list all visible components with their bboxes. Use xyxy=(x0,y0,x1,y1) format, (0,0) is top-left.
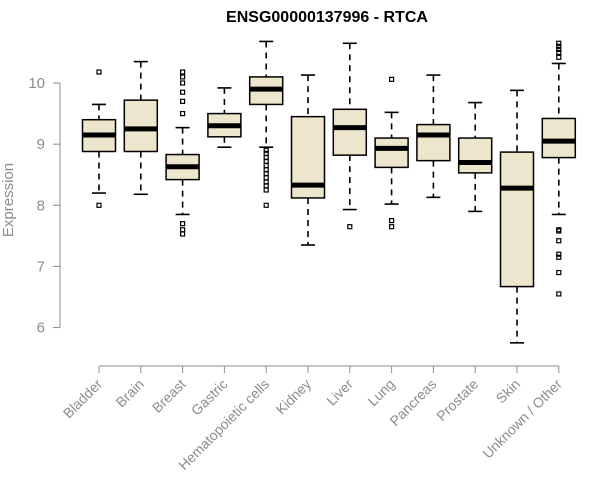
outlier-point xyxy=(556,291,562,297)
box-hematopoietic-cells xyxy=(248,40,284,208)
outlier-point xyxy=(180,110,186,117)
x-tick-label: Unknown / Other xyxy=(479,376,565,462)
box-liver xyxy=(332,42,368,230)
y-tick-label: 8 xyxy=(37,197,45,214)
outlier-point xyxy=(556,254,562,260)
iqr-box xyxy=(457,137,493,174)
box-prostate xyxy=(457,101,493,213)
outlier-point xyxy=(556,43,562,49)
chart-title: ENSG00000137996 - RTCA xyxy=(226,9,428,26)
iqr-box xyxy=(374,137,409,169)
outlier-point xyxy=(180,231,186,237)
outlier-point xyxy=(556,251,562,257)
outlier-point xyxy=(556,46,562,52)
outlier-point xyxy=(556,54,562,60)
boxes-group xyxy=(81,40,577,344)
outlier-point xyxy=(263,162,269,169)
y-tick-label: 7 xyxy=(37,258,45,275)
outlier-point xyxy=(180,69,186,75)
box-bladder xyxy=(81,69,117,208)
outlier-point xyxy=(556,40,562,46)
x-tick-label: Prostate xyxy=(433,376,481,424)
box-kidney xyxy=(290,74,326,246)
outlier-point xyxy=(347,224,353,230)
outlier-point xyxy=(180,74,186,80)
y-tick-label: 9 xyxy=(37,136,45,153)
outlier-point xyxy=(263,150,269,156)
x-tick-label: Breast xyxy=(149,376,189,416)
outlier-point xyxy=(180,221,186,227)
x-tick-label: Lung xyxy=(364,376,397,409)
outlier-point xyxy=(556,227,562,233)
x-tick-label: Brain xyxy=(112,376,146,410)
box-gastric xyxy=(207,87,242,149)
iqr-box xyxy=(123,99,159,153)
outlier-point xyxy=(556,269,562,276)
outlier-point xyxy=(96,69,102,75)
box-skin xyxy=(499,89,535,344)
x-tick-label: Liver xyxy=(323,376,356,409)
outlier-point xyxy=(180,80,186,86)
iqr-box xyxy=(416,123,451,162)
x-tick-label: Kidney xyxy=(273,376,315,418)
x-tick-label: Bladder xyxy=(60,376,106,422)
outlier-point xyxy=(389,217,395,224)
outlier-point xyxy=(263,187,269,193)
x-tick-label: Skin xyxy=(493,376,524,407)
outlier-point xyxy=(556,238,562,244)
outlier-point xyxy=(180,227,186,233)
outlier-point xyxy=(180,98,186,104)
y-axis-label: Expression xyxy=(0,163,17,237)
box-lung xyxy=(374,76,409,230)
box-brain xyxy=(123,60,159,196)
outlier-point xyxy=(389,76,395,82)
outlier-point xyxy=(96,202,102,208)
y-axis: 6 7 8 9 10 xyxy=(28,75,61,337)
outlier-point xyxy=(180,89,186,95)
y-tick-label: 10 xyxy=(28,75,45,92)
outlier-point xyxy=(556,49,562,56)
iqr-box xyxy=(541,117,577,159)
box-unknown-other xyxy=(541,40,577,297)
box-pancreas xyxy=(416,74,451,199)
outlier-point xyxy=(263,147,269,153)
outlier-point xyxy=(263,202,269,208)
y-tick-label: 6 xyxy=(37,320,45,337)
box-breast xyxy=(165,69,200,237)
iqr-box xyxy=(332,108,368,156)
iqr-box xyxy=(499,151,535,288)
outlier-point xyxy=(263,175,269,181)
outlier-point xyxy=(389,224,395,230)
